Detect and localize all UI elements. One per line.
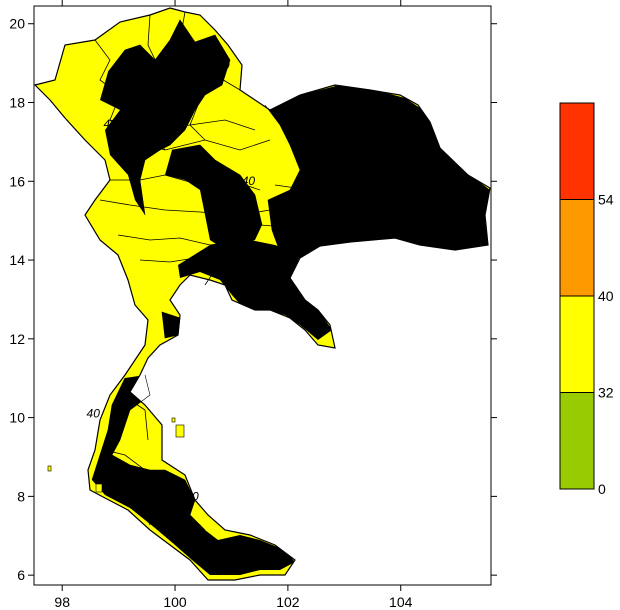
y-tick-label: 20 xyxy=(9,16,25,32)
x-tick-label: 98 xyxy=(54,594,70,610)
contour-lines xyxy=(91,19,301,531)
legend-bin xyxy=(559,295,595,393)
legend-bin xyxy=(559,199,595,297)
legend-label: 40 xyxy=(598,288,614,304)
legend-bin xyxy=(559,392,595,490)
legend-bin xyxy=(559,102,595,200)
region-peninsula-west xyxy=(92,375,295,575)
y-tick-label: 16 xyxy=(9,173,25,189)
y-tick-label: 6 xyxy=(17,567,25,583)
region-central-east xyxy=(178,240,332,340)
contour-label: 40 xyxy=(185,489,199,503)
contour-label: 40 xyxy=(216,58,230,72)
contour-label-layer: 40 40 40 40 40 40 xyxy=(87,58,315,503)
legend-label: 54 xyxy=(598,192,614,208)
country-outline xyxy=(33,7,491,581)
y-tick-label: 12 xyxy=(9,331,25,347)
x-tick-label: 100 xyxy=(163,594,187,610)
x-tick-label: 104 xyxy=(389,594,413,610)
region-north-2 xyxy=(165,145,262,250)
contour-label: 40 xyxy=(301,233,315,247)
y-axis: 6 8 10 12 14 16 18 20 xyxy=(9,16,497,583)
y-tick-label: 14 xyxy=(9,252,25,268)
y-tick-label: 8 xyxy=(17,488,25,504)
x-tick-label: 102 xyxy=(276,594,300,610)
region-south-central xyxy=(162,312,180,338)
legend-label: 0 xyxy=(598,481,606,497)
islands xyxy=(47,417,185,493)
contour-label: 40 xyxy=(242,174,256,188)
legend-colorbar: 54 40 32 0 xyxy=(559,102,614,497)
y-tick-label: 18 xyxy=(9,95,25,111)
contour-label: 40 xyxy=(87,407,101,421)
y-tick-label: 10 xyxy=(9,410,25,426)
x-axis: 98 100 102 104 xyxy=(54,0,413,610)
province-boundaries xyxy=(94,11,486,576)
region-north-1 xyxy=(100,20,230,215)
legend-label: 32 xyxy=(598,385,614,401)
contour-label: 40 xyxy=(103,117,117,131)
